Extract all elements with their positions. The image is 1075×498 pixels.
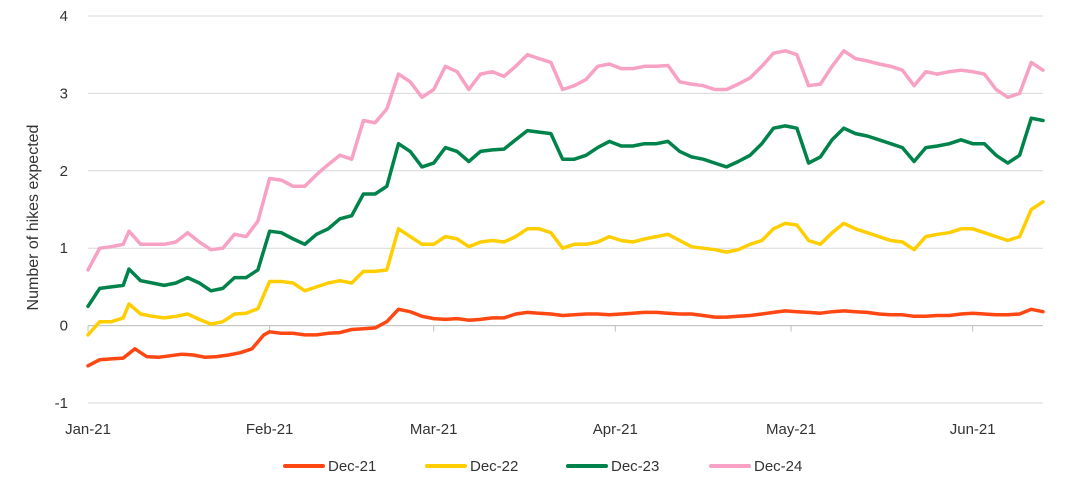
y-tick-label: 2 bbox=[60, 163, 68, 180]
legend: Dec-21 Dec-22 Dec-23 Dec-24 bbox=[283, 458, 802, 475]
x-tick-label: Feb-21 bbox=[246, 421, 294, 438]
y-tick-label: 4 bbox=[60, 8, 68, 25]
legend-label: Dec-22 bbox=[470, 458, 518, 475]
y-tick-label: 1 bbox=[60, 240, 68, 257]
legend-label: Dec-23 bbox=[611, 458, 659, 475]
series-line-dec-22 bbox=[86, 200, 1045, 337]
series-line-dec-21 bbox=[86, 307, 1045, 368]
y-tick-label: 3 bbox=[60, 85, 68, 102]
gridlines bbox=[88, 15, 1043, 404]
legend-label: Dec-21 bbox=[328, 458, 376, 475]
legend-label: Dec-24 bbox=[754, 458, 802, 475]
series-line-dec-23 bbox=[86, 116, 1045, 309]
x-tick-label: Jan-21 bbox=[65, 421, 111, 438]
y-axis-ticks: -1 0 1 2 3 4 bbox=[55, 8, 68, 412]
x-tick-label: Apr-21 bbox=[593, 421, 638, 438]
y-tick-label: -1 bbox=[55, 395, 68, 412]
x-tick-label: May-21 bbox=[766, 421, 816, 438]
y-tick-label: 0 bbox=[60, 318, 68, 335]
x-tick-label: Jun-21 bbox=[950, 421, 996, 438]
series-line-dec-24 bbox=[86, 49, 1045, 272]
x-tick-label: Mar-21 bbox=[410, 421, 458, 438]
series-lines bbox=[86, 49, 1045, 368]
x-axis: Jan-21 Feb-21 Mar-21 Apr-21 May-21 Jun-21 bbox=[65, 325, 1043, 438]
y-axis-label: Number of hikes expected bbox=[25, 125, 42, 311]
